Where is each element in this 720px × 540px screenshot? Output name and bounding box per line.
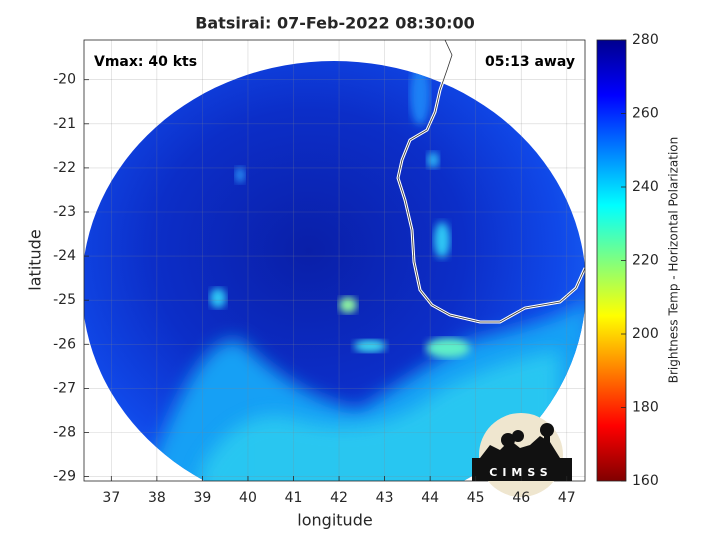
colorbar-label: Brightness Temp - Horizontal Polarizatio… <box>667 137 681 384</box>
swath-image <box>84 40 585 481</box>
x-tick-label: 43 <box>376 490 394 506</box>
colorbar-tick-label: 200 <box>632 326 659 342</box>
x-tick-label: 39 <box>194 490 212 506</box>
x-tick-label: 47 <box>558 490 576 506</box>
x-tick-label: 37 <box>102 490 120 506</box>
x-tick-label: 41 <box>285 490 303 506</box>
y-tick-label: -27 <box>53 380 76 396</box>
coastline-core <box>397 40 585 323</box>
y-tick-label: -21 <box>53 116 76 132</box>
colorbar-tick-label: 240 <box>632 179 659 195</box>
colorbar-tick-label: 160 <box>632 473 659 489</box>
x-tick-label: 40 <box>239 490 257 506</box>
annotation: 05:13 away <box>485 54 575 70</box>
plot-frame <box>83 39 586 482</box>
logo-text: CIMSS <box>489 466 552 479</box>
y-tick-label: -24 <box>53 248 76 264</box>
colorbar-tick-label: 220 <box>632 253 659 269</box>
x-tick-label: 38 <box>148 490 166 506</box>
colorbar-tick-label: 180 <box>632 400 659 416</box>
y-tick-label: -20 <box>53 72 76 88</box>
y-tick-label: -23 <box>53 204 76 220</box>
x-tick-label: 42 <box>330 490 348 506</box>
warm-regions <box>120 65 585 481</box>
x-axis-label: longitude <box>297 511 372 530</box>
logo: CIMSS <box>472 413 572 497</box>
y-tick-label: -26 <box>53 336 76 352</box>
y-axis-label: latitude <box>26 229 45 290</box>
annotation: Vmax: 40 kts <box>94 54 197 70</box>
colorbar-tick-label: 260 <box>632 106 659 122</box>
y-tick-label: -29 <box>53 469 76 485</box>
y-tick-label: -22 <box>53 160 76 176</box>
grid <box>84 40 585 481</box>
colorbar-tick-label: 280 <box>632 32 659 48</box>
x-tick-label: 46 <box>512 490 530 506</box>
y-tick-label: -25 <box>53 292 76 308</box>
x-tick-label: 44 <box>421 490 439 506</box>
x-tick-label: 45 <box>467 490 485 506</box>
chart-title: Batsirai: 07-Feb-2022 08:30:00 <box>195 14 475 33</box>
y-tick-label: -28 <box>53 424 76 440</box>
